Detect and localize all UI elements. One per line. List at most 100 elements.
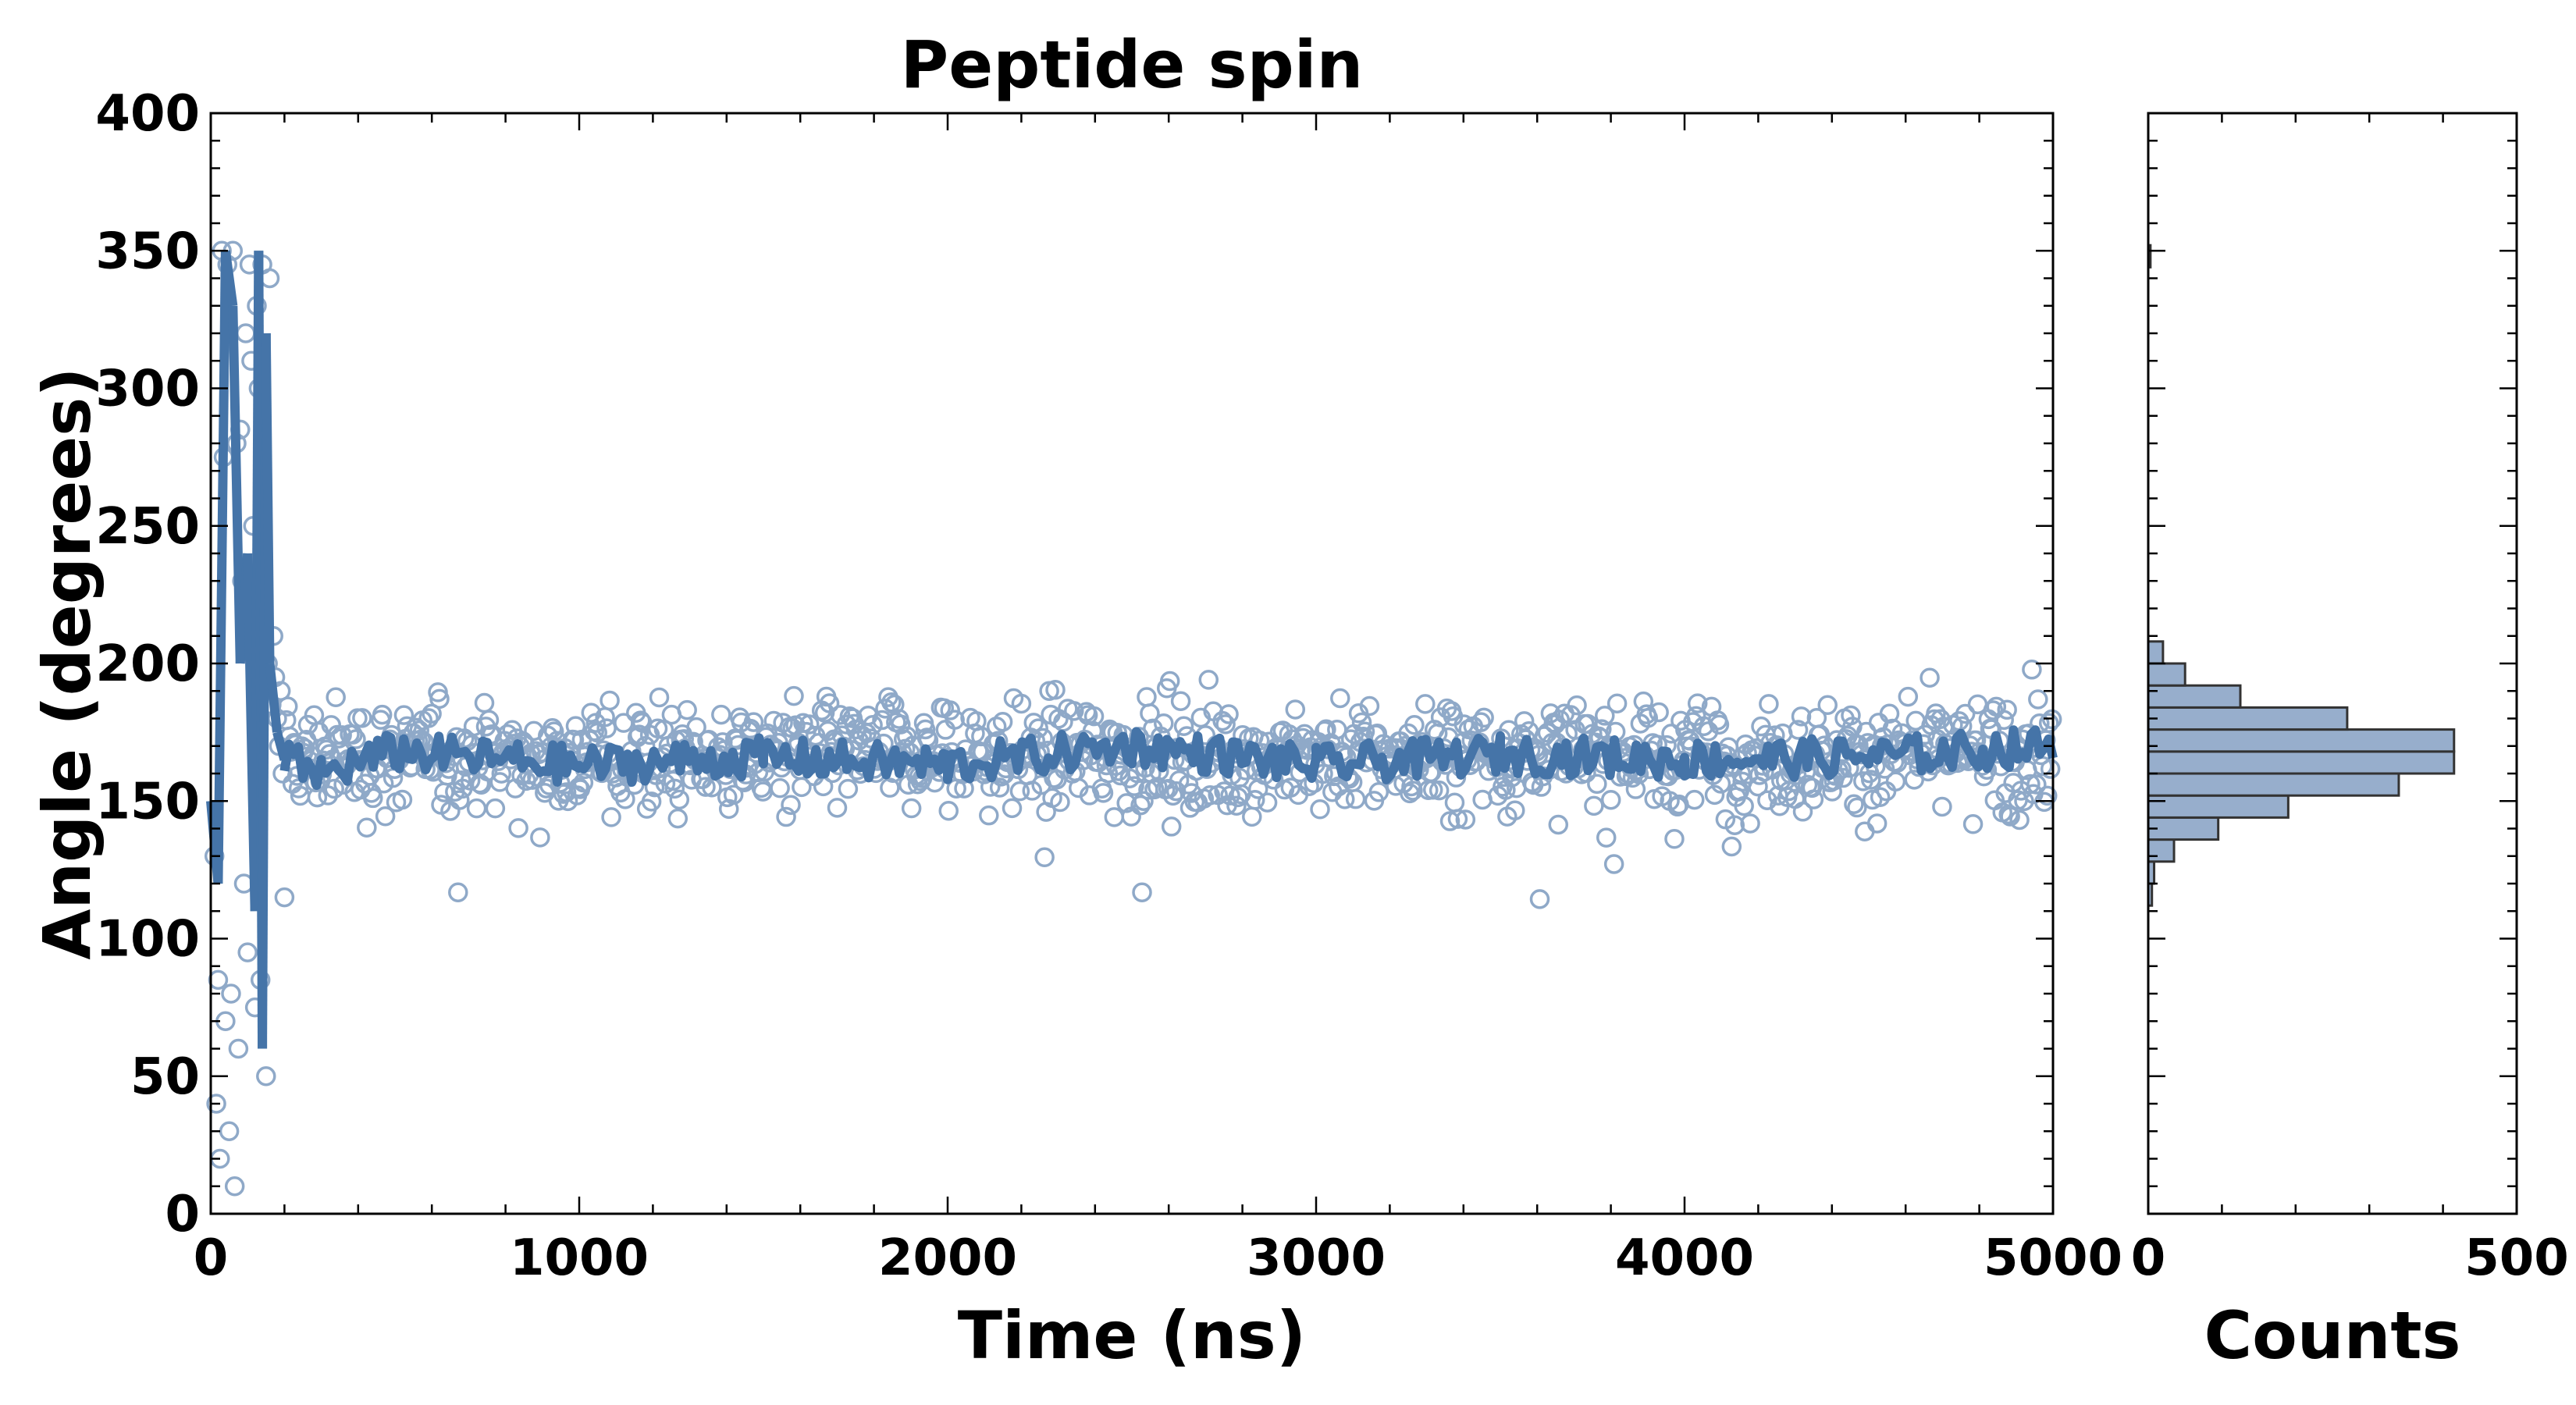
data-point — [392, 789, 413, 810]
data-point — [1285, 699, 1306, 720]
data-point — [601, 807, 621, 827]
data-point — [466, 798, 487, 819]
data-point — [1638, 708, 1659, 728]
scatter-points — [204, 240, 2062, 1197]
data-point — [1219, 704, 1239, 724]
data-point — [641, 791, 662, 812]
data-point — [1879, 703, 1900, 724]
data-point — [206, 1094, 226, 1114]
main-plot: 0 1000 2000 3000 4000 5000 0 50 100 150 200 250 300… — [29, 27, 2122, 1374]
data-point — [1011, 693, 1032, 714]
histogram-x-axis-label: Counts — [2204, 1297, 2460, 1374]
data-point — [409, 720, 429, 741]
data-point — [1330, 688, 1350, 709]
data-point — [1734, 795, 1754, 816]
data-point — [1792, 802, 1813, 822]
y-tick-label: 250 — [95, 498, 200, 556]
data-point — [1439, 811, 1461, 831]
data-point — [2000, 806, 2020, 827]
data-point — [332, 725, 352, 745]
data-point — [1855, 821, 1875, 841]
data-point — [474, 692, 495, 713]
data-point — [615, 789, 635, 809]
data-point — [326, 687, 346, 708]
data-point — [1920, 667, 1940, 688]
data-point — [880, 777, 900, 798]
data-point — [686, 717, 706, 738]
data-point — [450, 790, 470, 810]
histogram-bar — [2147, 728, 2456, 753]
y-tick-label: 400 — [95, 85, 200, 143]
data-point — [522, 770, 543, 790]
data-point — [1994, 710, 2014, 731]
data-point — [1444, 792, 1465, 813]
data-point — [1169, 770, 1190, 791]
data-point — [1788, 720, 1809, 740]
trace-segment — [261, 333, 275, 664]
data-point — [2020, 774, 2041, 795]
data-point — [677, 699, 697, 720]
histogram-bar — [2147, 640, 2165, 665]
data-point — [875, 699, 895, 719]
data-point — [935, 720, 956, 740]
data-point — [2037, 785, 2058, 806]
data-point — [429, 688, 450, 710]
data-point — [1104, 807, 1125, 827]
data-point — [827, 798, 848, 818]
data-point — [1962, 814, 1984, 834]
data-point — [1847, 797, 1867, 818]
histogram-bar — [2147, 794, 2290, 819]
data-point — [581, 702, 602, 723]
data-point — [1334, 789, 1355, 809]
data-point — [1215, 714, 1236, 735]
trace-steady — [279, 725, 2058, 790]
data-point — [1161, 816, 1182, 837]
histogram-bar — [2147, 772, 2400, 797]
data-point — [644, 777, 665, 798]
data-point — [1803, 789, 1824, 809]
x-axis-label: Time (ns) — [958, 1297, 1306, 1374]
data-point — [1592, 719, 1612, 739]
data-point — [992, 711, 1013, 732]
data-point — [1220, 785, 1240, 806]
data-point — [1124, 776, 1144, 796]
y-tick-label: 350 — [95, 222, 200, 280]
data-point — [2022, 660, 2042, 680]
data-point — [600, 690, 620, 711]
data-point — [2009, 809, 2030, 831]
data-point — [1600, 789, 1621, 810]
data-point — [628, 724, 649, 745]
data-point — [1740, 813, 1760, 834]
data-point — [863, 715, 883, 735]
histogram-x-tick-label: 500 — [2464, 1229, 2569, 1287]
data-point — [219, 1121, 240, 1141]
data-point — [1664, 829, 1685, 849]
data-point — [784, 685, 804, 706]
histogram-bar — [2147, 816, 2220, 841]
data-point — [1415, 694, 1436, 714]
data-point — [1844, 794, 1864, 814]
y-tick-label: 0 — [165, 1186, 200, 1243]
data-point — [819, 693, 840, 713]
histogram-bar — [2147, 684, 2242, 709]
data-point — [1244, 790, 1265, 810]
x-tick-label: 1000 — [510, 1229, 649, 1287]
data-point — [1002, 798, 1023, 819]
data-point — [1359, 695, 1380, 717]
data-point — [1587, 774, 1607, 795]
data-point — [485, 798, 506, 819]
y-tick-label: 300 — [95, 361, 200, 418]
data-point — [1649, 702, 1669, 723]
data-point — [989, 777, 1010, 798]
data-point — [1955, 703, 1976, 724]
trace-segment — [220, 250, 238, 307]
data-point — [1802, 777, 1823, 799]
data-point — [945, 710, 965, 730]
data-point — [372, 704, 393, 725]
data-point — [2038, 713, 2059, 733]
data-point — [259, 268, 280, 289]
histogram-ticks — [2147, 112, 2518, 1215]
data-point — [1226, 795, 1247, 816]
x-tick-labels: 0 1000 2000 3000 4000 5000 — [194, 1229, 2122, 1287]
data-point — [1198, 670, 1219, 690]
